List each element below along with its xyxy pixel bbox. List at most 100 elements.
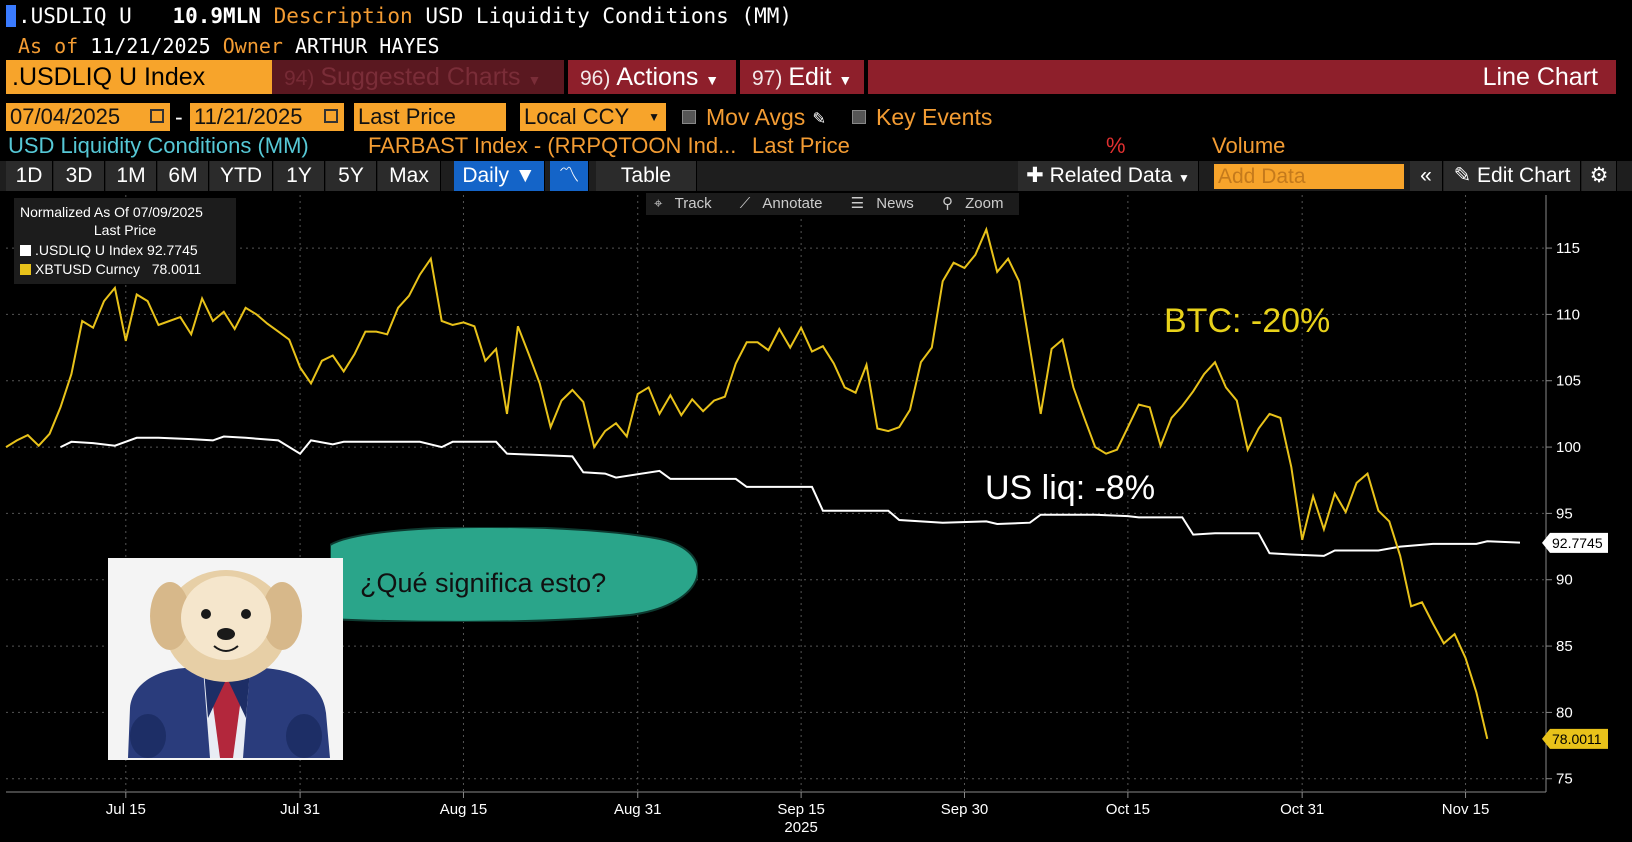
key-events-checkbox[interactable] <box>852 110 866 124</box>
speech-bubble-shape <box>330 527 698 622</box>
command-bar: .USDLIQ U Index 94) Suggested Charts ▼ 96… <box>0 60 1632 94</box>
ticker: .USDLIQ U <box>18 4 132 28</box>
y-tick-label: 85 <box>1556 638 1573 655</box>
y-tick-label: 75 <box>1556 771 1573 788</box>
legend-entry-xbtusd-text: XBTUSD Curncy 78.0011 <box>35 261 202 277</box>
legend-entry-xbtusd: XBTUSD Curncy 78.0011 <box>20 261 242 277</box>
range-button-1m[interactable]: 1M <box>106 161 157 191</box>
plus-icon: ✚ <box>1026 164 1044 187</box>
legend-title: Normalized As Of 07/09/2025 <box>20 204 203 220</box>
gear-icon[interactable]: ⚙ <box>1582 161 1617 191</box>
chevron-down-icon: ▼ <box>705 72 720 88</box>
legend-swatch-yellow <box>20 264 31 275</box>
asof-header: As of 11/21/2025 Owner ARTHUR HAYES <box>0 34 1632 60</box>
description-label: Description <box>273 4 413 28</box>
track-label: Track <box>674 195 712 212</box>
last-value-labels: 92.7745 78.0011 <box>1542 532 1608 749</box>
last-value-text: 92.7745 <box>1552 535 1603 551</box>
field-select-text: Last Price <box>358 104 456 129</box>
description: USD Liquidity Conditions (MM) <box>425 4 793 28</box>
range-button-1d[interactable]: 1D <box>6 161 53 191</box>
edit-num: 97) <box>752 67 783 90</box>
suggested-charts-button[interactable]: 94) Suggested Charts ▼ <box>272 60 564 94</box>
range-button-3d[interactable]: 3D <box>54 161 105 191</box>
start-date-input[interactable]: 07/04/2025 <box>6 103 170 131</box>
date-separator: - <box>175 104 183 130</box>
line-chart-icon[interactable]: 〽 <box>550 161 589 191</box>
pencil-icon: ✎ <box>1453 164 1472 187</box>
chart-tools: ⌖ Track ⟋ Annotate ☰ News ⚲ Zoom <box>646 193 1020 215</box>
suggested-num: 94) <box>284 67 315 90</box>
news-tool[interactable]: ☰ News <box>850 195 914 212</box>
range-button-ytd[interactable]: YTD <box>210 161 273 191</box>
frequency-label: Daily <box>462 164 510 187</box>
collapse-icon[interactable]: « <box>1410 161 1443 191</box>
frequency-select[interactable]: Daily ▼ <box>454 161 545 191</box>
security-field-text: .USDLIQ U Index <box>12 63 206 91</box>
suggested-label: Suggested Charts <box>320 63 521 91</box>
annotate-tool[interactable]: ⟋ Annotate <box>739 195 823 212</box>
range-button-5y[interactable]: 5Y <box>326 161 377 191</box>
edit-button[interactable]: 97) Edit ▼ <box>740 60 864 94</box>
chart-type-title: Line Chart <box>868 60 1616 94</box>
security-field[interactable]: .USDLIQ U Index <box>6 60 272 94</box>
chart-type-label: Line Chart <box>1482 63 1598 91</box>
y-tick-label: 90 <box>1556 572 1573 589</box>
calendar-icon[interactable] <box>324 109 338 123</box>
security-header: .USDLIQ U 10.9MLN Description USD Liquid… <box>0 4 1632 30</box>
y-tick-label: 100 <box>1556 439 1581 456</box>
range-button-6m[interactable]: 6M <box>158 161 209 191</box>
legend-entry-usdliq-text: .USDLIQ U Index 92.7745 <box>35 242 198 258</box>
mov-avgs-checkbox[interactable] <box>682 110 696 124</box>
range-button-max[interactable]: Max <box>378 161 441 191</box>
zoom-tool[interactable]: ⚲ Zoom <box>941 195 1004 212</box>
actions-button[interactable]: 96) Actions ▼ <box>568 60 736 94</box>
last-value-text: 78.0011 <box>1552 731 1602 747</box>
as-of-label: As of <box>18 34 79 58</box>
x-tick-label: Aug 15 <box>440 801 488 818</box>
news-label: News <box>876 195 914 212</box>
x-tick-label: Sep 15 <box>777 801 825 818</box>
x-tick-label: Sep 30 <box>941 801 989 818</box>
edit-chart-button[interactable]: ✎ Edit Chart <box>1444 161 1581 191</box>
controls-row: 07/04/2025 - 11/21/2025 Last Price Local… <box>0 103 1632 131</box>
edit-chart-label: Edit Chart <box>1477 164 1571 187</box>
related-data-label: Related Data <box>1049 164 1173 187</box>
legend-entry-usdliq: .USDLIQ U Index 92.7745 <box>20 242 242 258</box>
y-tick-label: 110 <box>1556 306 1580 323</box>
x-tick-label: Nov 15 <box>1442 801 1490 818</box>
currency-select-text: Local CCY <box>524 104 630 129</box>
key-events-label: Key Events <box>876 104 993 130</box>
chart-series <box>5 226 1521 740</box>
dog-in-suit-meme-image <box>108 558 343 760</box>
chevron-down-icon: ▼ <box>1177 171 1190 185</box>
x-tick-label: Aug 31 <box>614 801 662 818</box>
zoom-label: Zoom <box>965 195 1004 212</box>
currency-select[interactable]: Local CCY ▼ <box>520 103 666 131</box>
track-tool[interactable]: ⌖ Track <box>654 195 712 212</box>
line-chart: 75 80 85 90 95 100 105 110 115 Jul 15 Jul 31 Aug 1… <box>5 195 1608 836</box>
series-2-name: FARBAST Index - (RRPQTOON Ind... <box>368 133 737 158</box>
series-1-name: USD Liquidity Conditions (MM) <box>8 133 309 158</box>
percent-label: % <box>1106 133 1126 158</box>
table-button[interactable]: Table <box>596 161 697 191</box>
related-data-button[interactable]: ✚ Related Data ▼ <box>1018 161 1199 191</box>
end-date-input[interactable]: 11/21/2025 <box>190 103 344 131</box>
actions-num: 96) <box>580 67 611 90</box>
last-value-badge-xbtusd: 78.0011 <box>1542 728 1608 749</box>
add-data-placeholder: Add Data <box>1218 165 1306 188</box>
y-tick-label: 105 <box>1556 373 1581 390</box>
calendar-icon[interactable] <box>150 109 164 123</box>
y-axis: 75 80 85 90 95 100 105 110 115 <box>1545 195 1581 792</box>
start-date-text: 07/04/2025 <box>10 104 121 129</box>
speech-bubble <box>330 527 698 622</box>
add-data-input[interactable]: Add Data <box>1214 164 1404 189</box>
chevron-down-icon: ▼ <box>648 110 660 124</box>
range-button-1y[interactable]: 1Y <box>274 161 325 191</box>
table-label: Table <box>620 164 672 187</box>
y-tick-label: 95 <box>1556 505 1573 522</box>
field-select[interactable]: Last Price <box>354 103 506 131</box>
pencil-icon[interactable]: ✎ <box>813 105 826 129</box>
x-tick-label: Jul 15 <box>106 801 146 818</box>
x-tick-label: Oct 31 <box>1280 801 1324 818</box>
